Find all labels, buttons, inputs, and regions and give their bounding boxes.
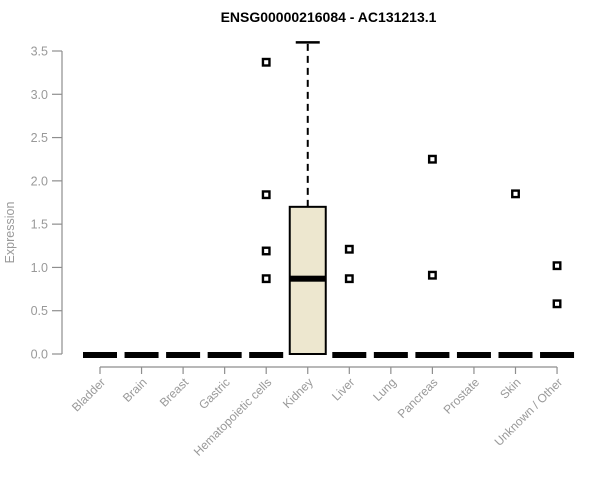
zero-bar-brain (124, 352, 159, 358)
zero-bar-bladder (83, 352, 117, 358)
x-tick-label-kidney: Kidney (280, 375, 316, 411)
outlier-marker-liver (344, 244, 354, 254)
zero-bar-hematopoietic-cells (249, 352, 284, 358)
x-tick-label-prostate: Prostate (441, 375, 483, 417)
zero-bar-liver (332, 352, 367, 358)
x-tick-label-lung: Lung (370, 375, 399, 404)
zero-bar-unknown-other (540, 352, 575, 358)
zero-bar-lung (373, 352, 408, 358)
y-tick-label: 1.0 (31, 261, 48, 275)
zero-bar-breast (166, 352, 201, 358)
y-tick-label: 3.0 (31, 88, 48, 102)
x-tick-label-bladder: Bladder (69, 375, 108, 414)
x-tick-label-hematopoietic-cells: Hematopoietic cells (191, 375, 274, 458)
outlier-marker-hematopoietic-cells (261, 246, 271, 256)
x-tick-label-liver: Liver (329, 375, 357, 403)
y-tick-label: 2.5 (31, 131, 48, 145)
outlier-marker-unknown-other (552, 299, 562, 309)
zero-bar-skin (498, 352, 533, 358)
outlier-marker-unknown-other (552, 261, 562, 271)
outlier-marker-hematopoietic-cells (261, 274, 271, 284)
chart-title: ENSG00000216084 - AC131213.1 (220, 9, 437, 25)
zero-bar-prostate (456, 352, 491, 358)
y-tick-label: 0.0 (31, 348, 48, 362)
outlier-marker-pancreas (427, 270, 437, 280)
outlier-marker-hematopoietic-cells (261, 190, 271, 200)
outlier-marker-liver (344, 274, 354, 284)
outlier-marker-hematopoietic-cells (261, 57, 271, 67)
x-tick-label-brain: Brain (120, 375, 150, 405)
x-tick-label-pancreas: Pancreas (395, 375, 441, 421)
x-tick-label-breast: Breast (157, 375, 192, 410)
y-axis-title: Expression (3, 202, 17, 264)
y-tick-label: 1.5 (31, 218, 48, 232)
zero-bar-gastric (207, 352, 242, 358)
y-tick-label: 2.0 (31, 174, 48, 188)
x-tick-label-gastric: Gastric (196, 375, 233, 412)
outlier-marker-pancreas (427, 154, 437, 164)
outlier-marker-skin (511, 189, 520, 199)
y-tick-label: 0.5 (31, 304, 48, 318)
median-kidney (289, 275, 326, 282)
zero-bar-pancreas (415, 352, 450, 358)
x-tick-label-skin: Skin (497, 375, 523, 401)
y-tick-label: 3.5 (31, 45, 48, 59)
